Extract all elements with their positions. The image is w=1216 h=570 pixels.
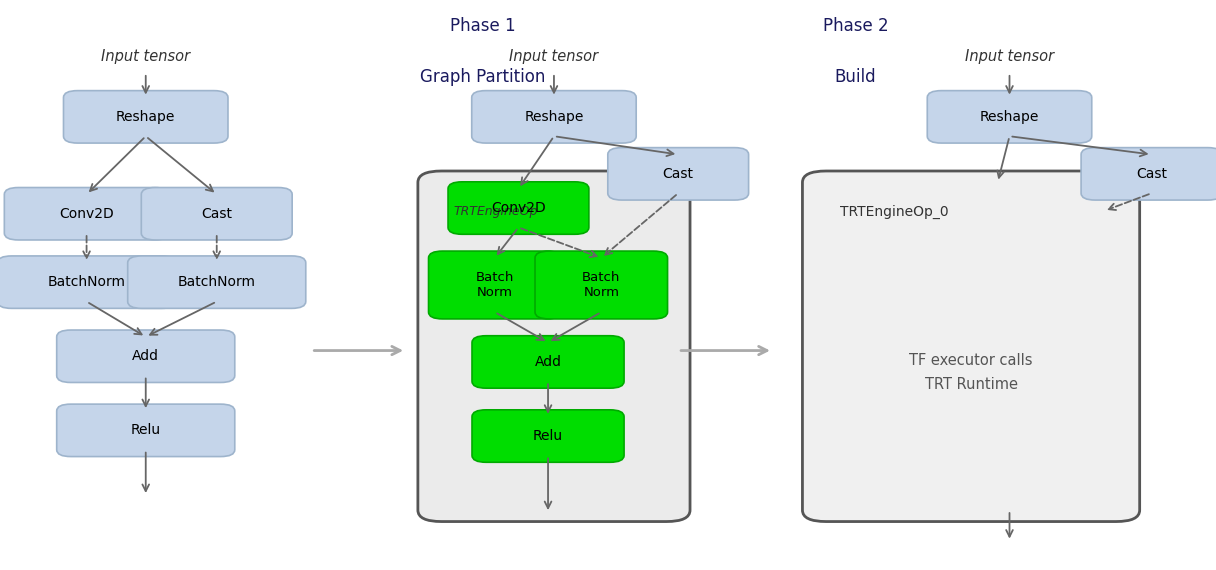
Text: Conv2D: Conv2D: [491, 201, 546, 215]
FancyBboxPatch shape: [128, 256, 305, 308]
FancyBboxPatch shape: [447, 182, 589, 234]
Text: TRTEngineOp_0: TRTEngineOp_0: [840, 205, 948, 219]
Text: Relu: Relu: [533, 429, 563, 443]
Text: Phase 2: Phase 2: [823, 17, 889, 35]
FancyBboxPatch shape: [57, 330, 235, 382]
Text: Phase 1: Phase 1: [450, 17, 516, 35]
FancyBboxPatch shape: [1081, 148, 1216, 200]
Text: Conv2D: Conv2D: [60, 207, 114, 221]
Text: Reshape: Reshape: [116, 110, 175, 124]
Text: Build: Build: [835, 68, 877, 87]
FancyBboxPatch shape: [608, 148, 749, 200]
Text: Batch
Norm: Batch Norm: [475, 271, 514, 299]
FancyBboxPatch shape: [141, 188, 292, 240]
FancyBboxPatch shape: [535, 251, 668, 319]
Text: Input tensor: Input tensor: [510, 50, 598, 64]
FancyBboxPatch shape: [428, 251, 561, 319]
Text: Batch
Norm: Batch Norm: [582, 271, 620, 299]
FancyBboxPatch shape: [57, 404, 235, 457]
Text: Cast: Cast: [663, 167, 693, 181]
Text: Reshape: Reshape: [524, 110, 584, 124]
Text: Input tensor: Input tensor: [101, 50, 190, 64]
Text: Input tensor: Input tensor: [966, 50, 1054, 64]
FancyBboxPatch shape: [418, 171, 689, 522]
FancyBboxPatch shape: [5, 188, 169, 240]
FancyBboxPatch shape: [803, 171, 1139, 522]
Text: Reshape: Reshape: [980, 110, 1040, 124]
Text: Add: Add: [133, 349, 159, 363]
FancyBboxPatch shape: [472, 336, 624, 388]
FancyBboxPatch shape: [472, 410, 624, 462]
Text: Cast: Cast: [201, 207, 232, 221]
Text: BatchNorm: BatchNorm: [47, 275, 125, 289]
Text: Cast: Cast: [1136, 167, 1167, 181]
Text: Graph Partition: Graph Partition: [421, 68, 546, 87]
FancyBboxPatch shape: [63, 91, 227, 143]
Text: Relu: Relu: [130, 424, 161, 437]
FancyBboxPatch shape: [0, 256, 175, 308]
Text: TF executor calls
TRT Runtime: TF executor calls TRT Runtime: [910, 353, 1032, 392]
Text: Add: Add: [535, 355, 562, 369]
FancyBboxPatch shape: [928, 91, 1092, 143]
Text: TRTEngineOp: TRTEngineOp: [454, 205, 537, 218]
Text: BatchNorm: BatchNorm: [178, 275, 255, 289]
FancyBboxPatch shape: [472, 91, 636, 143]
